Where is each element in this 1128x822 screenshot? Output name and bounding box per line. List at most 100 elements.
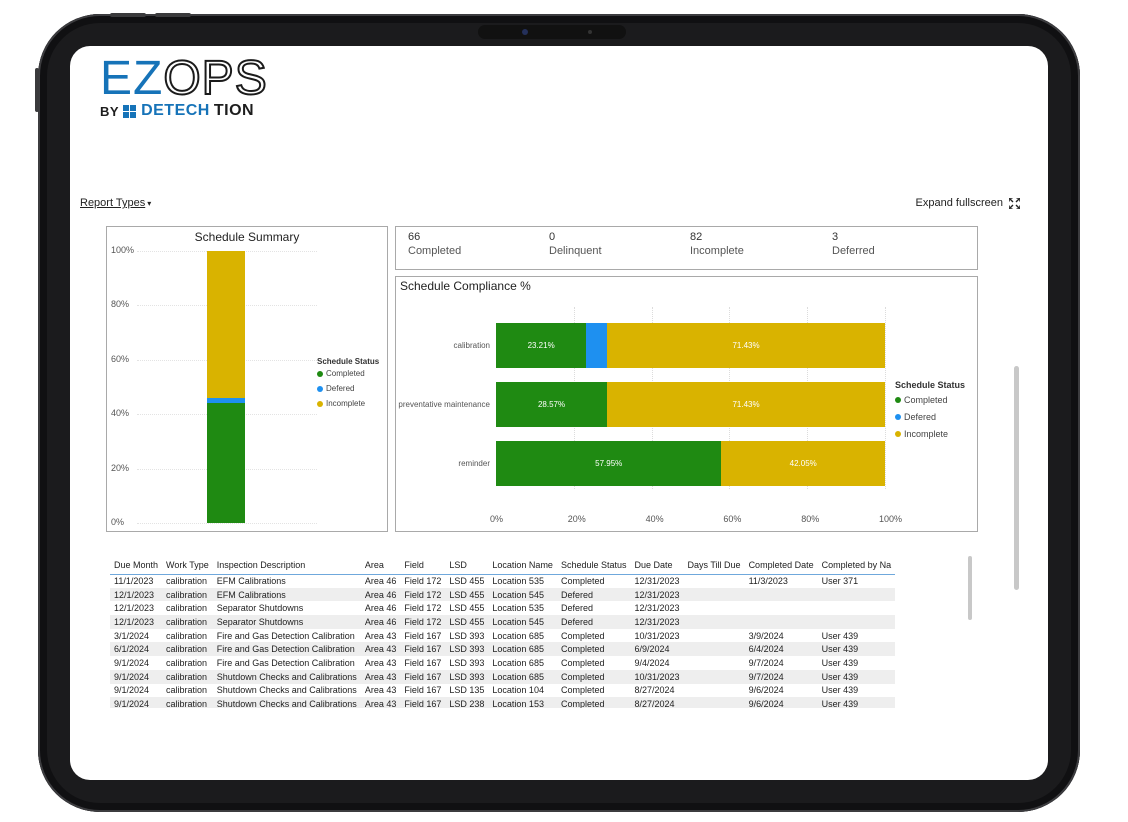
kpi-incomplete: 82 Incomplete [690, 231, 744, 257]
gridline [137, 523, 317, 524]
table-row[interactable]: 12/1/2023 calibration Separator Shutdowns A… [110, 601, 895, 615]
table-row[interactable]: 6/1/2024 calibration Fire and Gas Detectio… [110, 642, 896, 657]
table-cell: Location 685 [488, 669, 557, 684]
table-cell: Defered [556, 615, 631, 629]
page-scrollbar[interactable] [1014, 366, 1019, 590]
legend-title: Schedule Status [895, 380, 966, 390]
kpi-panel: 66 Completed 0 Delinquent 82 Incomplete 3 De… [395, 226, 978, 270]
table-cell: Location 545 [488, 587, 557, 602]
table-row[interactable]: 9/1/2024 calibration Shutdown Checks and C… [110, 669, 896, 684]
legend-dot-icon [317, 385, 323, 392]
table-cell: LSD 455 [449, 603, 485, 614]
column-header[interactable]: Completed Date [744, 556, 818, 575]
column-header[interactable]: Inspection Description [212, 556, 361, 575]
legend-label: Completed [326, 369, 365, 378]
column-header[interactable]: Field [400, 556, 446, 575]
table-cell [683, 615, 745, 629]
table-cell: LSD 455 [449, 576, 485, 587]
x-tick-label: 60% [723, 514, 742, 524]
table-scrollbar[interactable] [968, 556, 972, 620]
table-cell: 6/9/2024 [630, 642, 684, 657]
table-row[interactable]: 9/1/2024 calibration Shutdown Checks and C… [110, 697, 896, 708]
table-cell: Field 167 [404, 657, 442, 668]
expand-fullscreen-button[interactable]: Expand fullscreen [916, 197, 1020, 209]
table-row[interactable]: 12/1/2023 calibration Separator Shutdowns A… [110, 615, 896, 629]
hardware-button [110, 13, 146, 17]
expand-icon [1009, 197, 1020, 209]
table-cell: Location 685 [488, 642, 557, 657]
table-row[interactable]: 11/1/2023 calibration EFM Calibrations Area… [110, 574, 895, 588]
legend-item: Incomplete [317, 399, 365, 408]
data-label: 71.43% [732, 341, 760, 350]
table-cell: Field 167 [400, 669, 446, 684]
category-label: calibration [453, 340, 490, 350]
legend-item: Defered [317, 384, 354, 393]
column-header[interactable]: Days Till Due [683, 556, 745, 575]
table-row[interactable]: 9/1/2024 calibration Fire and Gas Detectio… [110, 656, 895, 670]
table-row[interactable]: 9/1/2024 calibration Shutdown Checks and C… [110, 684, 895, 698]
schedule-table[interactable]: Due Month Work Type Inspection Description… [110, 556, 970, 708]
y-tick-label: 60% [111, 353, 130, 364]
column-header[interactable]: Due Date [630, 556, 684, 575]
table-cell: Field 172 [400, 615, 446, 629]
table-cell: Shutdown Checks and Calibrations [216, 685, 357, 696]
table-cell: Area 46 [364, 576, 397, 587]
kpi-deferred: 3 Deferred [832, 231, 875, 257]
detechtion-grid-icon [123, 104, 137, 118]
column-header[interactable]: Location Name [488, 556, 557, 575]
table-cell: 12/1/2023 [110, 615, 163, 629]
column-header[interactable]: Due Month [110, 556, 163, 575]
column-header[interactable]: Area [360, 556, 401, 575]
report-types-dropdown[interactable]: Report Types ▾ [80, 197, 151, 209]
data-label: 57.95% [595, 459, 623, 468]
bar-segment-defered [586, 323, 608, 368]
y-tick-label: 0% [111, 517, 125, 527]
report-types-label: Report Types [80, 197, 146, 209]
table-cell: User 439 [817, 642, 896, 657]
table-cell: 3/1/2024 [114, 630, 150, 641]
table-row[interactable]: 3/1/2024 calibration Fire and Gas Detectio… [110, 629, 895, 643]
table-cell: Completed [560, 657, 605, 668]
legend-dot-icon [895, 431, 901, 437]
table-cell: Defered [556, 587, 631, 602]
table-cell: calibration [166, 603, 208, 614]
table-cell: 12/1/2023 [110, 587, 163, 602]
column-header[interactable]: Completed by Na [817, 556, 896, 575]
table-cell: User 439 [821, 685, 859, 696]
table-cell [744, 615, 818, 629]
column-header[interactable]: LSD [445, 556, 489, 575]
table-cell: 6/4/2024 [744, 642, 818, 657]
table-cell: calibration [166, 630, 208, 641]
table-cell: Area 46 [360, 587, 401, 602]
caret-down-icon: ▾ [147, 199, 152, 208]
table-cell: calibration [166, 576, 208, 587]
expand-label: Expand fullscreen [915, 197, 1003, 209]
table-cell: 3/9/2024 [748, 630, 784, 641]
table-cell [744, 587, 818, 602]
legend-label: Defered [904, 412, 937, 422]
table-cell: User 439 [817, 697, 896, 708]
category-label: reminder [458, 458, 490, 468]
hardware-button [155, 13, 191, 17]
table-cell: 10/31/2023 [634, 630, 680, 641]
legend-item: Completed [895, 395, 948, 405]
table-cell: Fire and Gas Detection Calibration [216, 657, 355, 668]
data-label: 71.43% [732, 400, 760, 409]
table-cell: Location 685 [492, 657, 544, 668]
legend-label: Incomplete [904, 429, 949, 439]
table-cell [684, 684, 745, 698]
bar-segment-completed: 57.95% [496, 441, 722, 486]
table-cell: 9/4/2024 [634, 657, 670, 668]
table-cell: Area 43 [360, 642, 401, 657]
table-row[interactable]: 12/1/2023 calibration EFM Calibrations Area… [110, 587, 896, 602]
column-header[interactable]: Schedule Status [556, 556, 631, 575]
bar-segment-completed: 23.21% [496, 323, 587, 368]
table-cell [684, 629, 745, 643]
table-cell: LSD 393 [445, 642, 489, 657]
table-cell: Location 535 [492, 603, 544, 614]
table-cell: User 439 [821, 657, 859, 668]
category-label: preventative maintenance [398, 399, 490, 409]
legend-dot-icon [895, 414, 901, 420]
column-header[interactable]: Work Type [162, 556, 213, 575]
table-cell: Field 167 [400, 642, 446, 657]
